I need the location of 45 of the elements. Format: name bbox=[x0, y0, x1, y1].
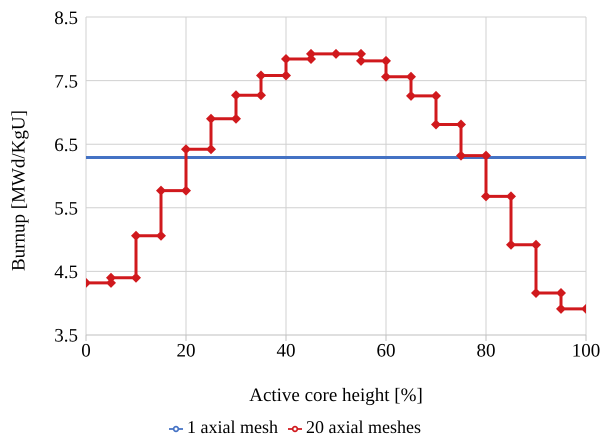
point bbox=[331, 48, 341, 59]
legend-label: 1 axial mesh bbox=[187, 417, 278, 437]
point bbox=[131, 230, 141, 241]
point bbox=[431, 90, 441, 101]
point bbox=[131, 272, 141, 283]
legend-label: 20 axial meshes bbox=[306, 417, 421, 437]
x-tick-label: 40 bbox=[276, 340, 296, 362]
point bbox=[381, 72, 391, 82]
point bbox=[231, 90, 241, 100]
x-tick-label: 80 bbox=[476, 340, 496, 362]
point bbox=[206, 114, 216, 124]
point bbox=[531, 288, 541, 298]
point bbox=[156, 230, 166, 241]
x-tick-label: 0 bbox=[81, 340, 91, 362]
x-axis-title: Active core height [%] bbox=[249, 385, 423, 406]
y-tick-label: 7.5 bbox=[54, 71, 78, 92]
y-axis-title: Burnup [MWd/KgU] bbox=[8, 110, 30, 271]
point bbox=[231, 114, 241, 124]
y-tick-label: 5.5 bbox=[54, 198, 78, 220]
point bbox=[481, 191, 491, 202]
point bbox=[156, 186, 166, 196]
point bbox=[181, 144, 191, 154]
x-tick-label: 60 bbox=[376, 340, 396, 362]
point bbox=[456, 150, 466, 161]
y-tick-label: 3.5 bbox=[54, 326, 78, 347]
point bbox=[256, 90, 266, 100]
point bbox=[381, 56, 391, 66]
point bbox=[281, 54, 291, 64]
point bbox=[406, 72, 416, 82]
y-tick-label: 8.5 bbox=[54, 8, 78, 29]
point bbox=[356, 56, 366, 66]
x-tick-label: 100 bbox=[572, 340, 600, 362]
point bbox=[556, 304, 566, 314]
point bbox=[506, 191, 516, 202]
point bbox=[206, 144, 216, 154]
point bbox=[406, 90, 416, 101]
point bbox=[506, 240, 516, 250]
x-tick-label: 20 bbox=[176, 340, 196, 362]
point bbox=[456, 119, 466, 130]
point bbox=[281, 70, 291, 81]
point bbox=[181, 186, 191, 196]
point bbox=[531, 240, 541, 250]
point bbox=[481, 150, 491, 161]
y-tick-label: 4.5 bbox=[54, 262, 78, 284]
y-tick-label: 6.5 bbox=[54, 134, 78, 156]
